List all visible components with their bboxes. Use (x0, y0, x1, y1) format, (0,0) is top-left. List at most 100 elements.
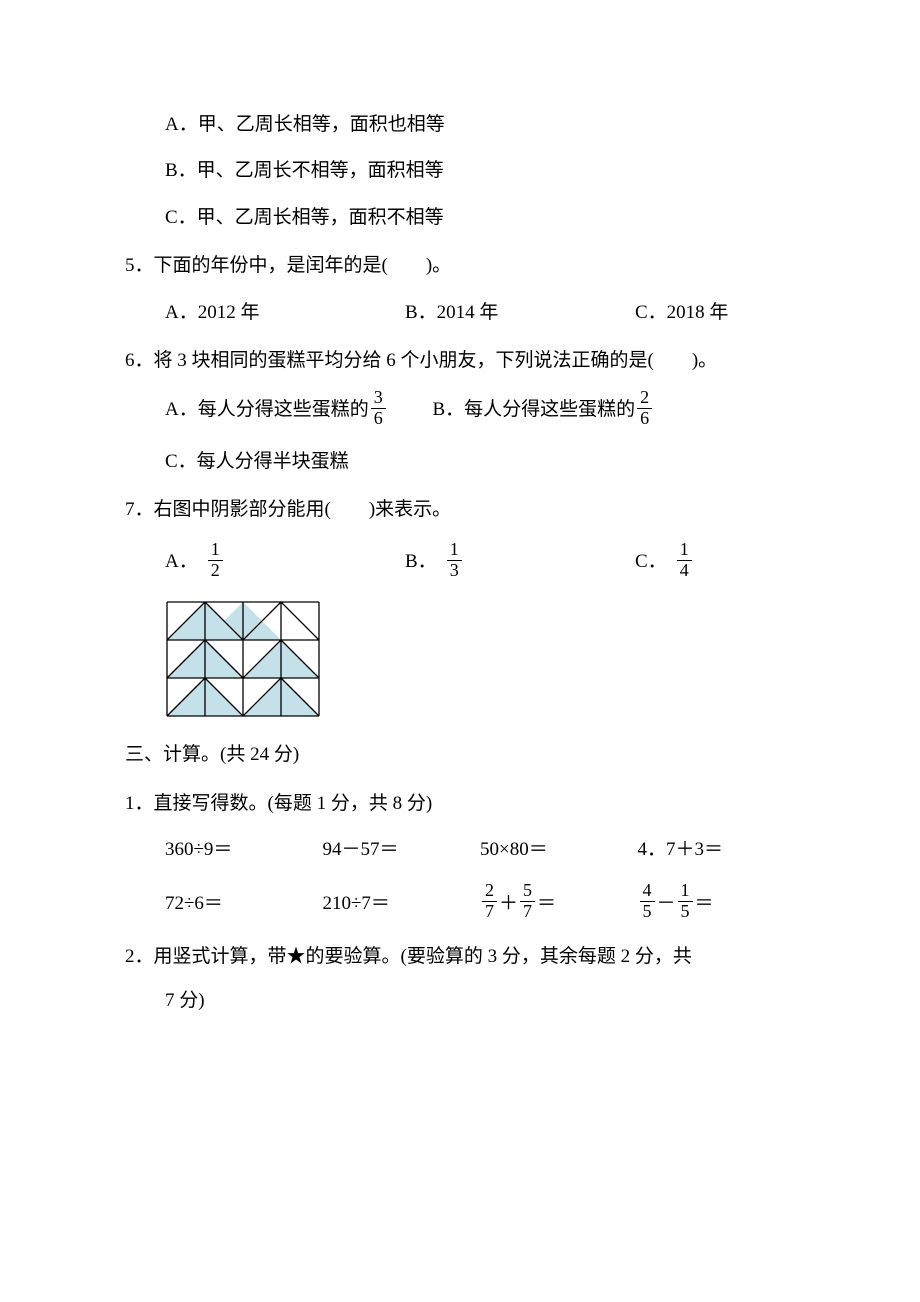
numerator: 1 (208, 540, 223, 561)
question-number: 6． (125, 346, 154, 376)
fraction: 1 3 (447, 540, 462, 581)
option-7c[interactable]: C． 1 4 (635, 542, 795, 583)
numerator: 5 (520, 881, 535, 902)
denominator: 7 (482, 902, 497, 922)
option-text: A．2012 年 (165, 298, 259, 328)
question-text: 右图中阴影部分能用( )来表示。 (154, 495, 452, 525)
option-6b[interactable]: B．每人分得这些蛋糕的 2 6 (432, 390, 654, 431)
question-number: 5． (125, 251, 154, 281)
numerator: 2 (637, 388, 652, 409)
equals: ＝ (537, 889, 556, 919)
fraction: 4 5 (640, 881, 655, 922)
calc-row-1: 360÷9＝ 94－57＝ 50×80＝ 4．7＋3＝ (165, 835, 795, 865)
denominator: 5 (678, 902, 693, 922)
calc-row-2: 72÷6＝ 210÷7＝ 2 7 ＋ 5 7 ＝ 4 5 － 1 5 ＝ (165, 883, 795, 924)
fraction: 1 4 (677, 540, 692, 581)
sub-number: 2． (125, 942, 154, 972)
option-5c[interactable]: C．2018 年 (635, 298, 795, 328)
sub-text-line2: 7 分) (165, 990, 205, 1011)
calc-text: 360÷9＝ (165, 835, 232, 865)
question-5-options: A．2012 年 B．2014 年 C．2018 年 (165, 298, 795, 328)
question-6-stem: 6． 将 3 块相同的蛋糕平均分给 6 个小朋友，下列说法正确的是( )。 (125, 346, 795, 376)
numerator: 2 (482, 881, 497, 902)
sub-2-stem: 2． 用竖式计算，带★的要验算。(要验算的 3 分，其余每题 2 分，共 (125, 942, 795, 972)
question-number: 7． (125, 495, 154, 525)
calc-2b[interactable]: 210÷7＝ (323, 883, 481, 924)
option-4b[interactable]: B．甲、乙周长不相等，面积相等 (165, 156, 795, 186)
fraction: 1 2 (208, 540, 223, 581)
fraction: 2 6 (637, 388, 652, 429)
calc-text: 72÷6＝ (165, 889, 223, 919)
option-7b[interactable]: B． 1 3 (405, 542, 635, 583)
grid-figure-svg (165, 600, 321, 718)
option-4a[interactable]: A．甲、乙周长相等，面积也相等 (165, 110, 795, 140)
question-text: 将 3 块相同的蛋糕平均分给 6 个小朋友，下列说法正确的是( )。 (154, 346, 718, 376)
question-5-stem: 5． 下面的年份中，是闰年的是( )。 (125, 251, 795, 281)
option-5b[interactable]: B．2014 年 (405, 298, 635, 328)
option-text: C．2018 年 (635, 298, 728, 328)
fraction: 1 5 (678, 881, 693, 922)
section-3-heading: 三、计算。(共 24 分) (125, 740, 795, 770)
question-7: 7． 右图中阴影部分能用( )来表示。 A． 1 2 B． 1 3 C． 1 4 (125, 495, 795, 718)
operator: － (657, 889, 676, 919)
calc-1c[interactable]: 50×80＝ (480, 835, 638, 865)
calc-text: 210÷7＝ (323, 889, 390, 919)
denominator: 6 (371, 409, 386, 429)
calc-2d[interactable]: 4 5 － 1 5 ＝ (638, 883, 796, 924)
question-7-stem: 7． 右图中阴影部分能用( )来表示。 (125, 495, 795, 525)
calc-1a[interactable]: 360÷9＝ (165, 835, 323, 865)
calc-text: 94－57＝ (323, 835, 399, 865)
calc-text: 50×80＝ (480, 835, 548, 865)
option-text: B．每人分得这些蛋糕的 (432, 395, 635, 425)
option-text: A．每人分得这些蛋糕的 (165, 395, 369, 425)
sub-text: 用竖式计算，带★的要验算。(要验算的 3 分，其余每题 2 分，共 (154, 942, 692, 972)
section-text: 三、计算。(共 24 分) (125, 744, 299, 765)
section-3-sub-1: 1． 直接写得数。(每题 1 分，共 8 分) 360÷9＝ 94－57＝ 50… (125, 789, 795, 924)
calc-1b[interactable]: 94－57＝ (323, 835, 481, 865)
calc-2a[interactable]: 72÷6＝ (165, 883, 323, 924)
question-7-figure (165, 600, 795, 718)
numerator: 1 (677, 540, 692, 561)
option-text: C．每人分得半块蛋糕 (165, 451, 349, 472)
fraction: 3 6 (371, 388, 386, 429)
numerator: 3 (371, 388, 386, 409)
operator: ＋ (499, 889, 518, 919)
question-4-options: A．甲、乙周长相等，面积也相等 B．甲、乙周长不相等，面积相等 C．甲、乙周长相… (125, 110, 795, 233)
option-label: B． (405, 547, 437, 577)
denominator: 2 (208, 561, 223, 581)
option-label: A． (165, 547, 198, 577)
sub-number: 1． (125, 789, 154, 819)
calc-text: 4．7＋3＝ (638, 835, 724, 865)
option-text: B．2014 年 (405, 298, 498, 328)
option-7a[interactable]: A． 1 2 (165, 542, 405, 583)
section-3-sub-2: 2． 用竖式计算，带★的要验算。(要验算的 3 分，其余每题 2 分，共 7 分… (125, 942, 795, 1017)
numerator: 1 (447, 540, 462, 561)
calc-1d[interactable]: 4．7＋3＝ (638, 835, 796, 865)
denominator: 6 (637, 409, 652, 429)
option-label: C． (635, 547, 667, 577)
denominator: 3 (447, 561, 462, 581)
option-text: C．甲、乙周长相等，面积不相等 (165, 207, 444, 228)
option-5a[interactable]: A．2012 年 (165, 298, 405, 328)
option-6c[interactable]: C．每人分得半块蛋糕 (165, 447, 795, 477)
option-6a[interactable]: A．每人分得这些蛋糕的 3 6 (165, 390, 388, 431)
sub-text: 直接写得数。(每题 1 分，共 8 分) (154, 789, 433, 819)
option-text: B．甲、乙周长不相等，面积相等 (165, 160, 444, 181)
question-text: 下面的年份中，是闰年的是( )。 (154, 251, 452, 281)
equals: ＝ (695, 889, 714, 919)
question-5: 5． 下面的年份中，是闰年的是( )。 A．2012 年 B．2014 年 C．… (125, 251, 795, 328)
question-6: 6． 将 3 块相同的蛋糕平均分给 6 个小朋友，下列说法正确的是( )。 A．… (125, 346, 795, 477)
sub-2-line2: 7 分) (165, 986, 795, 1016)
option-4c[interactable]: C．甲、乙周长相等，面积不相等 (165, 203, 795, 233)
denominator: 7 (520, 902, 535, 922)
numerator: 4 (640, 881, 655, 902)
option-text: A．甲、乙周长相等，面积也相等 (165, 114, 445, 135)
fraction: 2 7 (482, 881, 497, 922)
fraction: 5 7 (520, 881, 535, 922)
denominator: 5 (640, 902, 655, 922)
numerator: 1 (678, 881, 693, 902)
denominator: 4 (677, 561, 692, 581)
calc-2c[interactable]: 2 7 ＋ 5 7 ＝ (480, 883, 638, 924)
sub-1-stem: 1． 直接写得数。(每题 1 分，共 8 分) (125, 789, 795, 819)
question-7-options: A． 1 2 B． 1 3 C． 1 4 (165, 542, 795, 583)
